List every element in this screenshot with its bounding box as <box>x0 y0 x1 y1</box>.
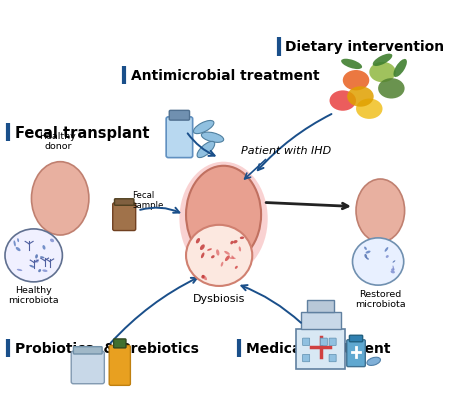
Ellipse shape <box>29 265 35 268</box>
FancyBboxPatch shape <box>308 300 334 313</box>
Text: Healthy
microbiota: Healthy microbiota <box>9 286 59 305</box>
Ellipse shape <box>235 266 238 269</box>
Ellipse shape <box>329 90 356 111</box>
Circle shape <box>353 238 404 285</box>
Ellipse shape <box>31 161 89 235</box>
Circle shape <box>5 229 63 282</box>
FancyBboxPatch shape <box>166 117 192 158</box>
Ellipse shape <box>386 255 389 258</box>
Ellipse shape <box>40 256 45 258</box>
Text: Restored
microbiota: Restored microbiota <box>355 290 406 309</box>
Ellipse shape <box>38 269 41 272</box>
Text: Antimicrobial treatment: Antimicrobial treatment <box>131 69 319 83</box>
Ellipse shape <box>341 59 362 69</box>
Ellipse shape <box>207 248 212 251</box>
Ellipse shape <box>369 62 396 82</box>
Ellipse shape <box>392 260 395 263</box>
Circle shape <box>186 225 252 286</box>
Text: Patient with IHD: Patient with IHD <box>241 145 331 156</box>
Ellipse shape <box>202 275 207 280</box>
Ellipse shape <box>224 251 230 255</box>
Ellipse shape <box>42 269 47 272</box>
Ellipse shape <box>356 99 383 119</box>
Ellipse shape <box>216 249 219 256</box>
Ellipse shape <box>347 86 374 107</box>
FancyBboxPatch shape <box>73 347 102 354</box>
FancyBboxPatch shape <box>329 338 336 345</box>
Ellipse shape <box>197 141 215 158</box>
Ellipse shape <box>229 257 236 259</box>
Ellipse shape <box>239 247 241 252</box>
FancyBboxPatch shape <box>109 345 130 385</box>
Ellipse shape <box>200 244 205 250</box>
FancyBboxPatch shape <box>320 338 328 345</box>
Ellipse shape <box>356 179 405 242</box>
FancyBboxPatch shape <box>114 339 126 348</box>
FancyBboxPatch shape <box>115 199 134 205</box>
Ellipse shape <box>225 255 230 261</box>
FancyBboxPatch shape <box>301 313 341 329</box>
Ellipse shape <box>365 251 371 254</box>
Ellipse shape <box>35 259 39 263</box>
Ellipse shape <box>391 271 395 273</box>
Ellipse shape <box>378 78 405 99</box>
FancyBboxPatch shape <box>113 203 136 230</box>
Ellipse shape <box>186 166 261 263</box>
Ellipse shape <box>50 239 54 242</box>
Ellipse shape <box>201 275 205 279</box>
Text: Medical treatment: Medical treatment <box>246 342 390 356</box>
Ellipse shape <box>35 254 38 259</box>
Text: Fecal transplant: Fecal transplant <box>15 126 149 140</box>
Ellipse shape <box>367 357 381 366</box>
FancyBboxPatch shape <box>169 110 190 120</box>
FancyBboxPatch shape <box>329 354 336 362</box>
FancyBboxPatch shape <box>347 340 365 367</box>
Ellipse shape <box>365 254 367 258</box>
Ellipse shape <box>221 262 223 267</box>
Ellipse shape <box>391 268 394 271</box>
Ellipse shape <box>179 161 268 276</box>
FancyBboxPatch shape <box>296 329 345 370</box>
Ellipse shape <box>231 256 234 259</box>
Ellipse shape <box>233 240 237 243</box>
Ellipse shape <box>240 237 244 239</box>
Ellipse shape <box>366 257 369 260</box>
Ellipse shape <box>393 59 407 77</box>
Ellipse shape <box>201 132 224 142</box>
Text: Probiotics  & Prebiotics: Probiotics & Prebiotics <box>15 342 199 356</box>
Ellipse shape <box>201 252 204 258</box>
Ellipse shape <box>211 255 215 259</box>
Text: Dysbiosis: Dysbiosis <box>193 294 246 304</box>
Ellipse shape <box>230 241 233 244</box>
Ellipse shape <box>193 121 214 134</box>
Ellipse shape <box>16 247 20 251</box>
FancyBboxPatch shape <box>302 354 310 362</box>
Text: Fecal
sample: Fecal sample <box>132 191 164 210</box>
Text: Dietary intervention: Dietary intervention <box>285 40 445 55</box>
Ellipse shape <box>43 245 46 249</box>
Ellipse shape <box>17 238 19 242</box>
FancyBboxPatch shape <box>71 351 104 384</box>
FancyBboxPatch shape <box>349 335 363 342</box>
Ellipse shape <box>364 247 367 250</box>
FancyBboxPatch shape <box>302 338 310 345</box>
Ellipse shape <box>373 54 392 66</box>
Ellipse shape <box>14 240 16 247</box>
Ellipse shape <box>196 238 200 243</box>
Text: Healthy
donor: Healthy donor <box>40 132 76 152</box>
Ellipse shape <box>17 269 22 271</box>
Ellipse shape <box>343 70 369 90</box>
Ellipse shape <box>384 247 388 252</box>
Ellipse shape <box>392 266 394 271</box>
